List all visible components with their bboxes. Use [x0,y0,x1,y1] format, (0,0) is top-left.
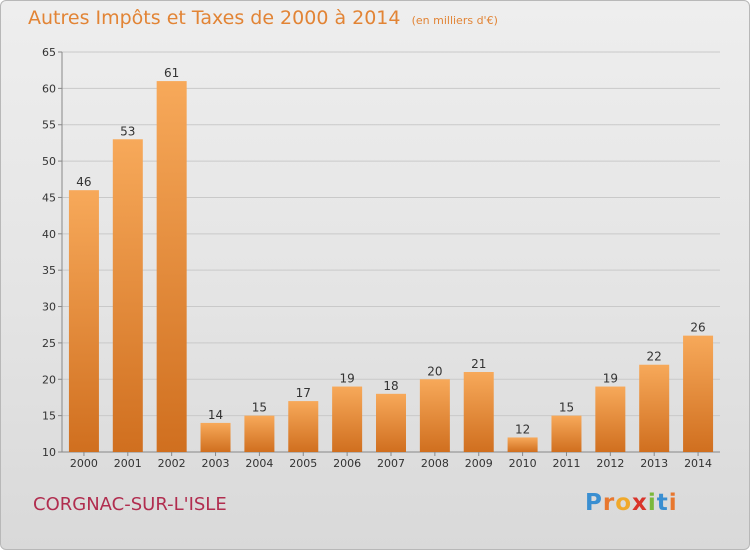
chart-title: Autres Impôts et Taxes de 2000 à 2014 [28,7,401,29]
bar-2008 [419,379,450,452]
x-tick-label: 2010 [509,457,537,470]
y-tick-label: 55 [42,119,56,132]
data-label: 12 [515,422,530,436]
data-label: 17 [296,386,311,400]
y-tick-label: 15 [42,410,56,423]
y-tick-label: 65 [42,46,56,59]
bar-2012 [595,386,626,452]
x-tick-label: 2012 [596,457,624,470]
y-tick-label: 10 [42,446,56,459]
chart-unit: (en milliers d'€) [411,14,498,27]
data-label: 53 [120,124,135,138]
bar-2013 [639,364,670,452]
data-label: 19 [603,372,618,386]
x-tick-label: 2006 [333,457,361,470]
data-label: 21 [471,357,486,371]
data-label: 15 [559,401,574,415]
bar-2000 [68,190,99,452]
x-tick-label: 2003 [202,457,230,470]
bar-2014 [683,335,714,452]
data-label: 15 [252,401,267,415]
bar-2011 [551,415,582,452]
y-tick-label: 40 [42,228,56,241]
data-label: 19 [339,372,354,386]
x-tick-label: 2002 [158,457,186,470]
y-tick-label: 50 [42,155,56,168]
y-tick-label: 35 [42,264,56,277]
data-label: 46 [76,175,91,189]
y-tick-label: 30 [42,301,56,314]
x-tick-label: 2011 [552,457,580,470]
x-tick-label: 2000 [70,457,98,470]
logo-letter: x [632,490,648,516]
y-tick-label: 25 [42,337,56,350]
x-tick-label: 2014 [684,457,712,470]
commune-name: CORGNAC-SUR-L'ISLE [33,494,227,515]
x-tick-label: 2013 [640,457,668,470]
logo-letter: r [602,490,616,516]
data-label: 26 [690,321,705,335]
y-tick-label: 60 [42,82,56,95]
y-tick-label: 45 [42,191,56,204]
labels: 10 15 20 25 30 35 40 45 50 55 60 65 2000 46 2001 53 2002… [42,46,712,470]
data-label: 20 [427,364,442,378]
x-tick-label: 2004 [245,457,273,470]
y-tick-label: 20 [42,373,56,386]
proxiti-logo: Proxiti [585,490,678,516]
bars [68,81,714,453]
bar-2005 [288,401,319,452]
bar-2009 [463,372,494,452]
logo-letter: i [647,490,657,516]
logo-letter: t [656,490,669,516]
x-tick-label: 2007 [377,457,405,470]
x-tick-label: 2001 [114,457,142,470]
bar-2001 [112,139,143,453]
data-label: 61 [164,66,179,80]
data-label: 14 [208,408,223,422]
x-tick-label: 2008 [421,457,449,470]
bar-2006 [332,386,363,452]
bar-2010 [507,437,538,452]
logo-letter: i [668,490,678,516]
bar-2007 [376,393,406,452]
logo-letter: o [615,490,633,516]
logo-letter: P [585,490,603,516]
x-tick-label: 2009 [465,457,493,470]
chart-title-block: Autres Impôts et Taxes de 2000 à 2014 (e… [28,7,498,29]
bar-2003 [200,422,231,452]
data-label: 18 [383,379,398,393]
x-tick-label: 2005 [289,457,317,470]
bar-2002 [156,81,187,452]
bar-2004 [244,415,275,452]
data-label: 22 [647,350,662,364]
